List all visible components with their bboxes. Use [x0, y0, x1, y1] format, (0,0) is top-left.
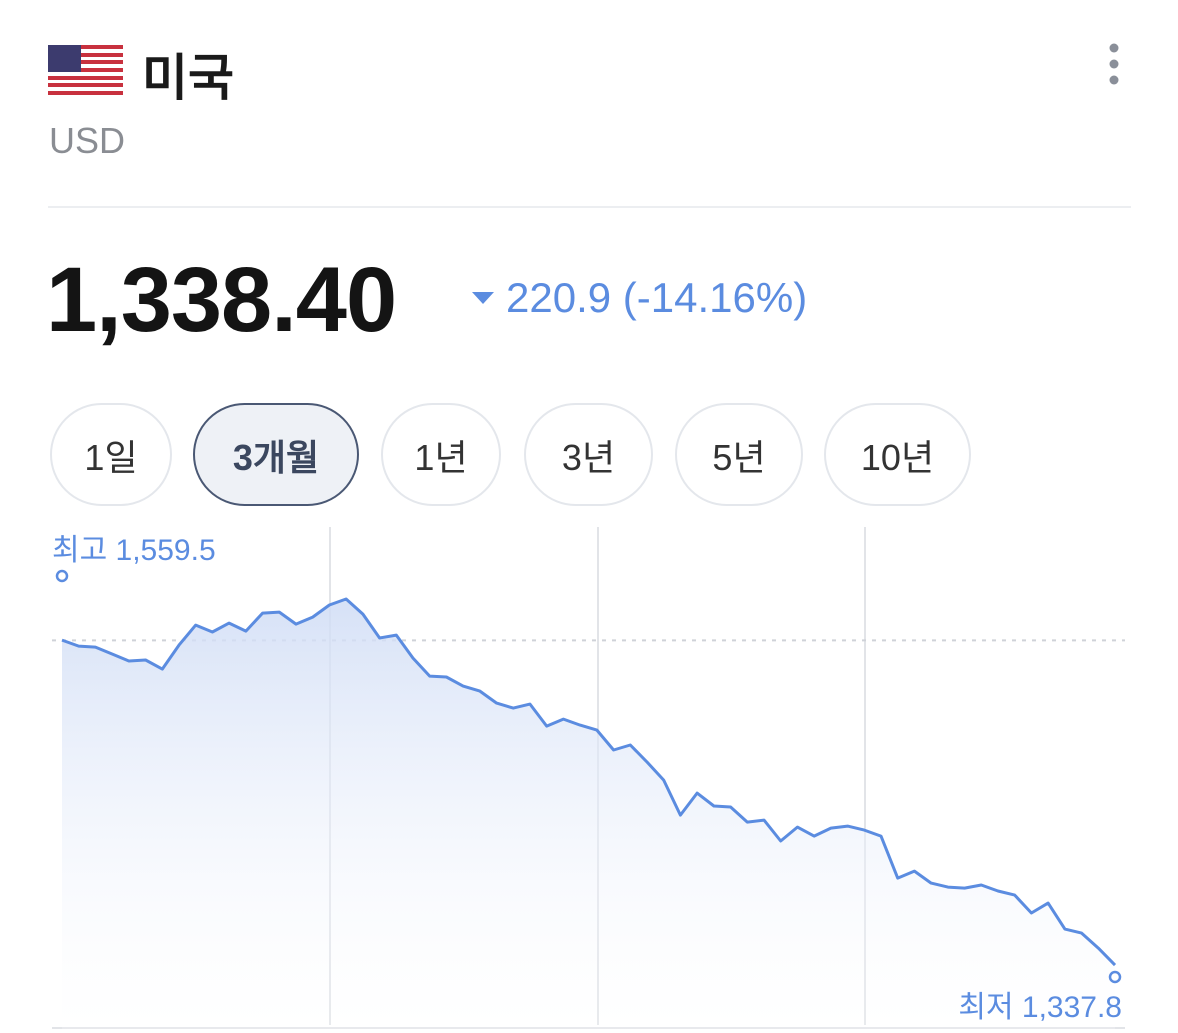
price-line: [61, 597, 1117, 967]
period-tab[interactable]: 1년: [381, 403, 501, 506]
low-marker: [1108, 970, 1122, 984]
period-tab[interactable]: 10년: [824, 403, 971, 506]
currency-code: USD: [49, 120, 126, 161]
period-tab[interactable]: 1일: [50, 403, 172, 506]
chart: 최고 1,559.5 최저 1,337.8: [52, 527, 1125, 1030]
area-fill: [62, 599, 1115, 1030]
period-tab[interactable]: 5년: [675, 403, 803, 506]
more-menu[interactable]: [1100, 42, 1128, 86]
period-tab[interactable]: 3개월: [193, 403, 359, 506]
price: 1,338.40: [46, 249, 397, 351]
divider: [48, 206, 1131, 208]
down-arrow-icon: [472, 292, 494, 304]
high-marker: [55, 569, 69, 583]
low-label: 최저 1,337.8: [958, 991, 1122, 1024]
flag-icon: [48, 45, 123, 95]
period-tab[interactable]: 3년: [524, 403, 653, 506]
country-title: 미국: [142, 50, 234, 106]
high-label: 최고 1,559.5: [52, 534, 216, 567]
price-change: 220.9 (-14.16%): [506, 274, 808, 321]
